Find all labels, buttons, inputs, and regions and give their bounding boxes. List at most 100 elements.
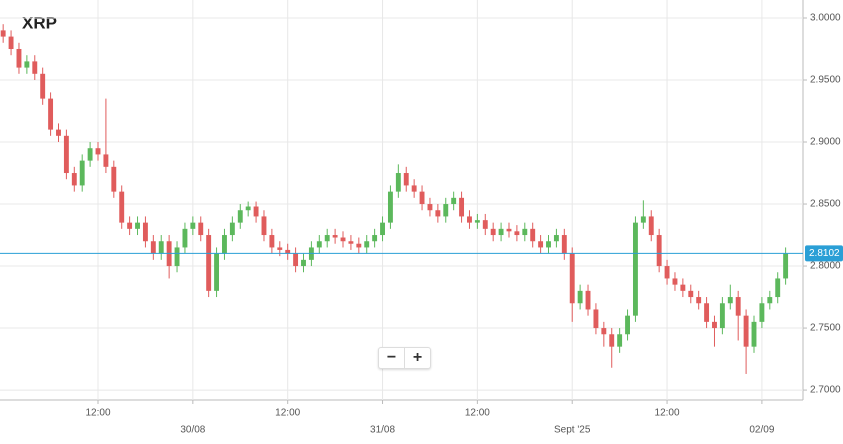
candle-body xyxy=(474,220,480,223)
candle xyxy=(182,222,188,254)
candle xyxy=(111,160,117,198)
candle xyxy=(538,235,544,254)
candle xyxy=(229,216,235,242)
candle-body xyxy=(79,160,85,186)
candle xyxy=(467,210,472,229)
candle xyxy=(443,197,449,223)
candle-body xyxy=(775,278,781,298)
candle-body xyxy=(743,315,749,347)
candle-body xyxy=(142,222,148,242)
zoom-out-button[interactable]: − xyxy=(386,349,397,366)
y-tick-label: 2.8500 xyxy=(810,199,841,210)
candle xyxy=(625,309,630,341)
candle-body xyxy=(522,228,528,236)
candle-body xyxy=(467,216,472,223)
y-tick-label: 3.0000 xyxy=(810,13,841,24)
x-tick-label: Sept '25 xyxy=(554,425,591,436)
candle-body xyxy=(0,30,6,37)
candle xyxy=(672,272,678,291)
candle-body xyxy=(245,206,251,211)
candle-body xyxy=(111,166,117,192)
candle-body xyxy=(435,210,441,217)
candle-body xyxy=(498,228,504,236)
candle xyxy=(150,235,156,260)
zoom-in-button[interactable]: + xyxy=(404,348,430,368)
candle-body xyxy=(625,315,630,335)
candle-body xyxy=(783,253,789,279)
candle xyxy=(569,247,575,322)
candle xyxy=(261,210,267,242)
candle xyxy=(577,284,583,310)
candle-body xyxy=(459,197,465,217)
candle-body xyxy=(427,204,433,211)
x-tick-label: 12:00 xyxy=(655,408,680,419)
candle-body xyxy=(530,228,536,242)
candle xyxy=(506,222,512,238)
candle xyxy=(719,297,725,335)
candle-body xyxy=(372,235,378,242)
candle-body xyxy=(664,266,670,279)
candle xyxy=(316,235,322,254)
candle-body xyxy=(269,235,275,248)
x-tick-label: 12:00 xyxy=(275,408,300,419)
candle xyxy=(759,297,765,329)
candle xyxy=(727,284,733,310)
candle xyxy=(459,191,465,223)
candle-body xyxy=(727,297,733,304)
candle-body xyxy=(135,222,140,229)
candle-body xyxy=(206,235,212,291)
x-tick-label: 12:00 xyxy=(465,408,490,419)
candle xyxy=(775,272,781,304)
candle xyxy=(640,200,646,229)
candle-body xyxy=(158,241,164,254)
candle xyxy=(498,222,504,242)
candle xyxy=(166,235,172,279)
candle-body xyxy=(490,228,496,236)
candle xyxy=(712,315,717,347)
candle-body xyxy=(150,241,156,254)
candle xyxy=(380,216,385,242)
candle xyxy=(79,154,85,192)
chart-title: XRP xyxy=(22,13,57,32)
candle xyxy=(364,235,370,254)
candle-body xyxy=(237,210,243,223)
last-price-label: 2.8102 xyxy=(809,248,840,259)
candle-body xyxy=(696,297,702,304)
candle-body xyxy=(48,98,54,130)
candle xyxy=(451,191,457,211)
candle-body xyxy=(174,247,180,267)
candle xyxy=(632,216,638,322)
candle-body xyxy=(735,297,741,316)
candle xyxy=(553,228,559,248)
candle xyxy=(237,204,243,229)
candle-body xyxy=(56,129,61,136)
candle-body xyxy=(482,220,488,229)
candle xyxy=(648,210,654,242)
candle xyxy=(87,142,93,167)
candle-body xyxy=(767,297,773,304)
candle-body xyxy=(103,154,109,167)
candle xyxy=(514,225,520,242)
x-tick-label: 31/08 xyxy=(370,425,395,436)
y-tick-label: 2.9500 xyxy=(810,75,841,86)
candle-body xyxy=(182,228,188,248)
candle-body xyxy=(514,231,520,236)
candle xyxy=(601,321,607,347)
candle-body xyxy=(119,191,125,223)
candle xyxy=(585,284,591,316)
candle xyxy=(293,247,299,273)
candle xyxy=(743,309,749,374)
last-price-tag xyxy=(805,245,843,262)
candle xyxy=(395,164,401,198)
candle-body xyxy=(71,173,77,186)
candle-body xyxy=(632,222,638,316)
candle-body xyxy=(617,334,623,347)
candle xyxy=(696,290,702,310)
candle xyxy=(767,290,773,310)
candle xyxy=(135,216,140,236)
candle-body xyxy=(253,206,259,217)
candle-body xyxy=(680,284,686,291)
candle-body xyxy=(8,36,14,49)
candle-body xyxy=(569,253,575,304)
